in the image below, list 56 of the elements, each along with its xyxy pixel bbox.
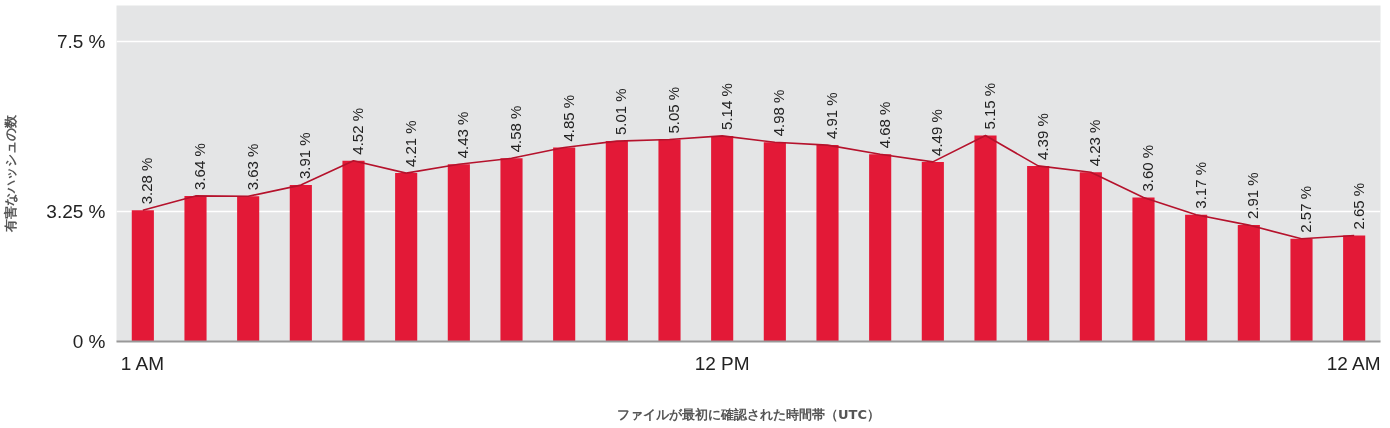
data-label: 2.65 % bbox=[1349, 182, 1367, 230]
y-tick-label: 0 % bbox=[72, 331, 106, 352]
data-label: 4.85 % bbox=[559, 94, 577, 142]
bar bbox=[763, 142, 786, 342]
data-label: 4.91 % bbox=[823, 92, 840, 140]
bar bbox=[974, 135, 997, 342]
bar bbox=[184, 195, 207, 342]
bar bbox=[447, 164, 470, 342]
bar bbox=[131, 210, 154, 342]
bar bbox=[1079, 172, 1102, 342]
data-label: 4.43 % bbox=[454, 111, 472, 159]
data-label: 4.21 % bbox=[401, 120, 419, 168]
bar bbox=[1237, 225, 1260, 342]
bar bbox=[1290, 238, 1313, 342]
data-label: 4.98 % bbox=[770, 89, 788, 137]
data-label: 5.14 % bbox=[717, 83, 735, 130]
bar bbox=[342, 160, 365, 342]
data-label: 4.52 % bbox=[349, 108, 366, 155]
bar bbox=[605, 141, 628, 342]
data-label: 4.58 % bbox=[507, 105, 524, 153]
data-label: 3.28 % bbox=[138, 157, 156, 205]
data-label: 5.15 % bbox=[981, 82, 998, 130]
data-label: 2.91 % bbox=[1244, 172, 1262, 220]
data-label: 5.05 % bbox=[665, 86, 682, 134]
data-label: 4.23 % bbox=[1086, 119, 1104, 167]
data-label: 4.68 % bbox=[875, 101, 893, 149]
bar bbox=[1132, 197, 1155, 342]
bar bbox=[658, 139, 681, 342]
x-tick-label: 12 PM bbox=[694, 352, 750, 374]
bar bbox=[289, 185, 312, 342]
data-label: 3.91 % bbox=[296, 132, 314, 180]
y-tick-label: 3.25 % bbox=[46, 201, 106, 222]
y-tick-label: 7.5 % bbox=[56, 31, 106, 52]
bar bbox=[816, 145, 839, 342]
bar bbox=[869, 154, 892, 342]
x-tick-label: 1 AM bbox=[120, 352, 164, 374]
data-label: 3.64 % bbox=[191, 143, 208, 190]
bar bbox=[237, 196, 260, 342]
data-label: 3.17 % bbox=[1191, 162, 1209, 209]
bar bbox=[1343, 235, 1366, 342]
bar bbox=[1185, 214, 1208, 342]
data-label: 3.63 % bbox=[243, 143, 261, 191]
bar bbox=[553, 147, 576, 342]
y-axis-title: 有害なハッシュの数 bbox=[3, 114, 19, 233]
bar bbox=[921, 161, 944, 342]
bar bbox=[711, 135, 734, 342]
data-label: 2.57 % bbox=[1297, 186, 1314, 233]
data-label: 4.49 % bbox=[928, 109, 946, 156]
bar bbox=[395, 173, 418, 342]
data-label: 4.39 % bbox=[1033, 113, 1051, 160]
data-label: 3.60 % bbox=[1139, 144, 1156, 192]
data-label: 5.01 % bbox=[612, 88, 630, 136]
x-axis-title: ファイルが最初に確認された時間帯（UTC） bbox=[617, 406, 880, 422]
bar bbox=[500, 158, 523, 342]
bar bbox=[1027, 165, 1050, 342]
x-tick-label: 12 AM bbox=[1326, 352, 1381, 374]
